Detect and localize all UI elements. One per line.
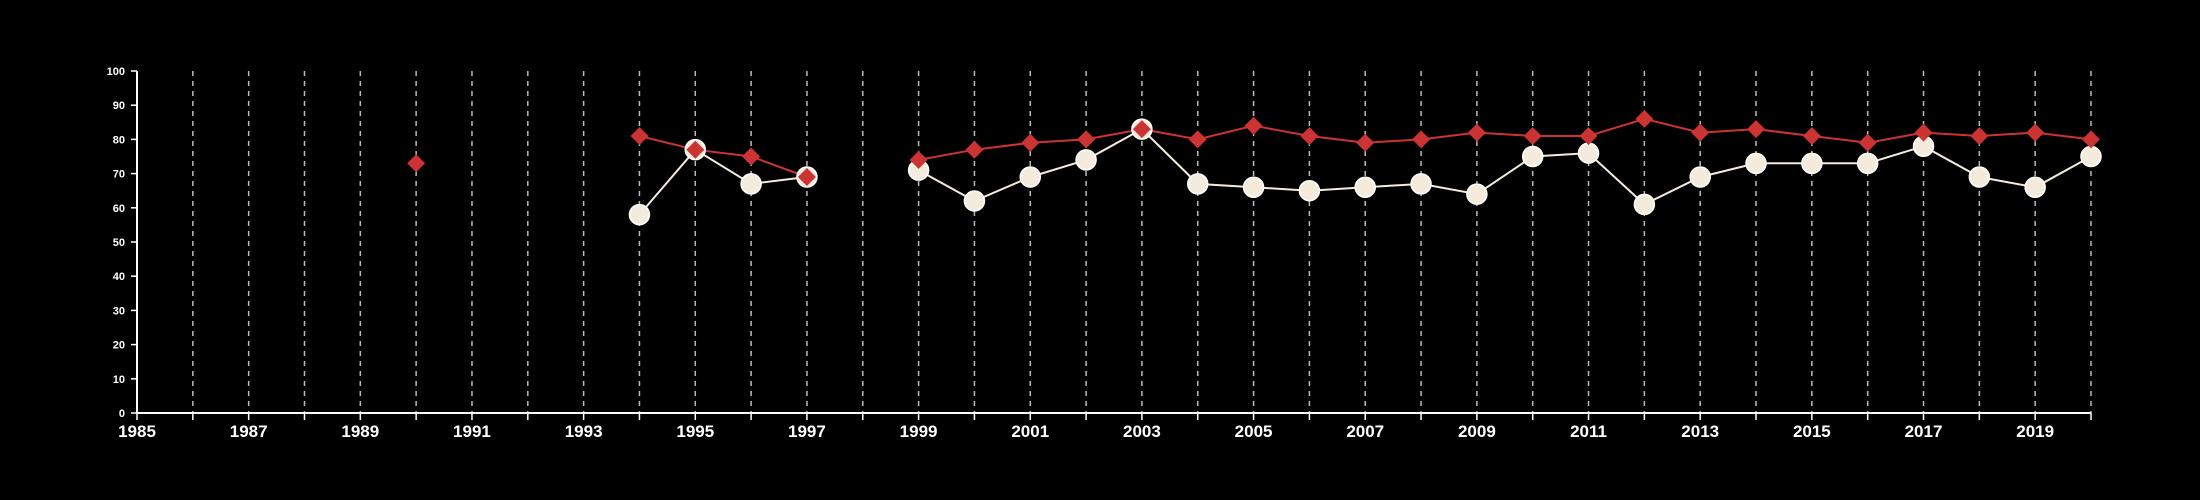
diamond-marker — [1635, 109, 1654, 128]
axes: 0 10 20 30 40 50 60 70 80 90 100 1985 1987 1989 1991 19… — [107, 66, 2092, 441]
circle-marker — [2080, 145, 2102, 168]
diamond-marker — [1356, 133, 1375, 152]
circle-marker — [1410, 173, 1432, 195]
circle-marker — [1019, 166, 1042, 188]
x-tick-label: 2001 — [1011, 422, 1049, 441]
diamond-marker — [1467, 123, 1486, 142]
x-tick-label: 2013 — [1681, 422, 1719, 441]
circle-marker — [740, 173, 762, 195]
x-tick-label: 2007 — [1346, 422, 1384, 441]
circle-marker — [1186, 173, 1209, 195]
series-layer — [407, 109, 2102, 226]
x-tick-label: 1985 — [118, 422, 156, 441]
circle-marker — [1242, 176, 1265, 199]
y-tick-label: 50 — [113, 237, 125, 249]
x-tick-label: 1993 — [565, 422, 603, 441]
diamond-marker — [1802, 127, 1821, 145]
diamond-marker — [1914, 123, 1933, 142]
y-tick-label: 10 — [113, 374, 125, 386]
diamond-marker — [1412, 130, 1431, 149]
diamond-marker — [1747, 120, 1765, 139]
diamond-marker — [1579, 127, 1598, 145]
x-tick-label: 1989 — [341, 422, 379, 441]
y-tick-label: 30 — [113, 305, 125, 317]
y-tick-label: 90 — [113, 100, 125, 112]
y-tick-label: 0 — [119, 408, 125, 420]
diamond-marker — [2082, 130, 2100, 149]
x-tick-label: 1991 — [453, 422, 491, 441]
diamond-marker — [407, 154, 426, 173]
diamond-marker — [1244, 116, 1263, 135]
x-tick-label: 1987 — [230, 422, 268, 441]
diamond-marker — [742, 147, 761, 166]
series-line-white — [918, 127, 2092, 206]
y-tick-label: 100 — [107, 66, 125, 78]
y-tick-label: 70 — [113, 169, 125, 181]
circle-marker — [2024, 176, 2046, 199]
x-tick-label: 2019 — [2016, 422, 2054, 441]
y-tick-label: 40 — [113, 271, 125, 283]
x-tick-label: 2011 — [1570, 422, 1607, 441]
circle-marker — [1521, 145, 1544, 168]
circle-marker — [1298, 179, 1321, 202]
circle-marker — [1577, 142, 1600, 164]
circle-marker — [1466, 183, 1488, 205]
diamond-marker — [1858, 133, 1877, 152]
series-line-white — [638, 148, 808, 216]
diamond-marker — [909, 150, 928, 169]
diamond-marker — [1188, 130, 1207, 149]
x-tick-label: 1999 — [900, 422, 938, 441]
diamond-marker — [1523, 127, 1542, 145]
circle-marker — [1856, 152, 1879, 175]
y-tick-label: 60 — [113, 203, 125, 215]
diamond-marker — [1132, 120, 1151, 139]
diamond-marker — [797, 168, 816, 186]
circle-marker — [1689, 166, 1711, 188]
diamond-marker — [1077, 130, 1096, 149]
y-tick-label: 80 — [113, 134, 125, 146]
diamond-marker — [630, 127, 649, 145]
diamond-marker — [965, 140, 984, 159]
circle-marker — [1075, 149, 1097, 171]
circle-marker — [1801, 152, 1823, 175]
circle-marker — [1354, 176, 1376, 199]
x-tick-label: 2017 — [1905, 422, 1943, 441]
x-tick-label: 2005 — [1235, 422, 1273, 441]
x-tick-label: 1997 — [788, 422, 826, 441]
x-tick-label: 2015 — [1793, 422, 1831, 441]
circle-marker — [1745, 152, 1767, 175]
diamond-marker — [1300, 127, 1319, 145]
x-tick-label: 2003 — [1123, 422, 1161, 441]
diamond-marker — [1021, 133, 1040, 152]
circle-marker — [1633, 193, 1656, 216]
grid — [192, 71, 2092, 413]
circle-marker — [628, 203, 651, 226]
circle-marker — [1968, 166, 1991, 188]
diamond-marker — [2026, 123, 2045, 142]
diamond-marker — [686, 140, 705, 159]
circle-marker — [963, 190, 986, 212]
diamond-marker — [1970, 127, 1989, 145]
series-line-red — [918, 117, 2092, 161]
x-tick-label: 2009 — [1458, 422, 1496, 441]
y-tick-label: 20 — [113, 340, 125, 352]
series-line-red — [639, 135, 808, 178]
diamond-marker — [1691, 123, 1710, 142]
x-tick-label: 1995 — [676, 422, 714, 441]
